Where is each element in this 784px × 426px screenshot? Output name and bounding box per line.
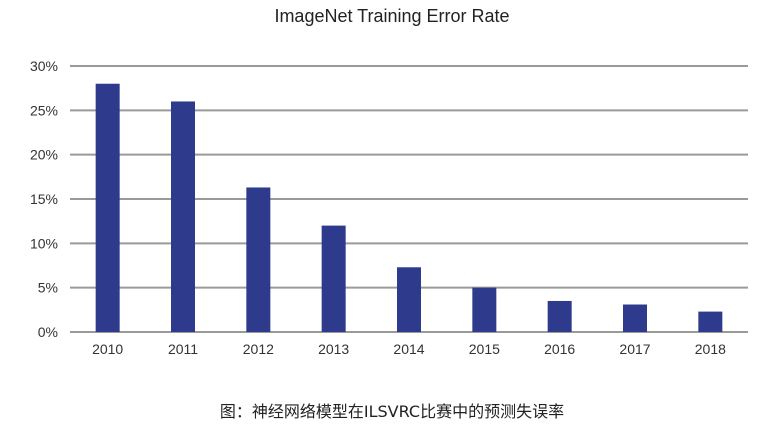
y-axis-ticks: 0% 5% 10% 15% 20% 25% 30% [30, 58, 58, 340]
bar-2015 [472, 287, 497, 332]
bar-2016 [547, 300, 572, 332]
chart-title: ImageNet Training Error Rate [274, 6, 510, 26]
x-tick-label: 2014 [393, 341, 424, 357]
y-tick-label: 25% [30, 102, 58, 118]
bar-2011 [171, 101, 195, 332]
x-tick-label: 2013 [318, 341, 349, 357]
figure-caption: 图：神经网络模型在ILSVRC比赛中的预测失误率 [219, 402, 565, 421]
x-tick-label: 2012 [243, 341, 274, 357]
y-tick-label: 0% [38, 324, 58, 340]
x-tick-label: 2018 [695, 341, 726, 357]
x-tick-label: 2010 [92, 341, 123, 357]
bar-2014 [397, 267, 421, 332]
y-tick-label: 20% [30, 147, 58, 163]
bar-2013 [321, 225, 346, 332]
x-tick-label: 2011 [168, 341, 198, 357]
y-tick-label: 10% [30, 235, 58, 251]
x-axis-ticks: 2010 2011 2012 2013 2014 2015 2016 2017 2018 [92, 341, 726, 357]
bar-2010 [95, 83, 120, 332]
x-tick-label: 2017 [619, 341, 650, 357]
bar-2012 [246, 187, 271, 332]
bar-chart: 0% 5% 10% 15% 20% 25% 30% 2010 2011 2012 2013 2014… [30, 58, 748, 357]
bars [95, 83, 723, 332]
x-tick-label: 2015 [469, 341, 500, 357]
bar-2017 [623, 304, 647, 332]
bar-2018 [698, 311, 723, 332]
y-tick-label: 30% [30, 58, 58, 74]
y-tick-label: 15% [30, 191, 58, 207]
x-tick-label: 2016 [544, 341, 575, 357]
y-tick-label: 5% [38, 280, 58, 296]
